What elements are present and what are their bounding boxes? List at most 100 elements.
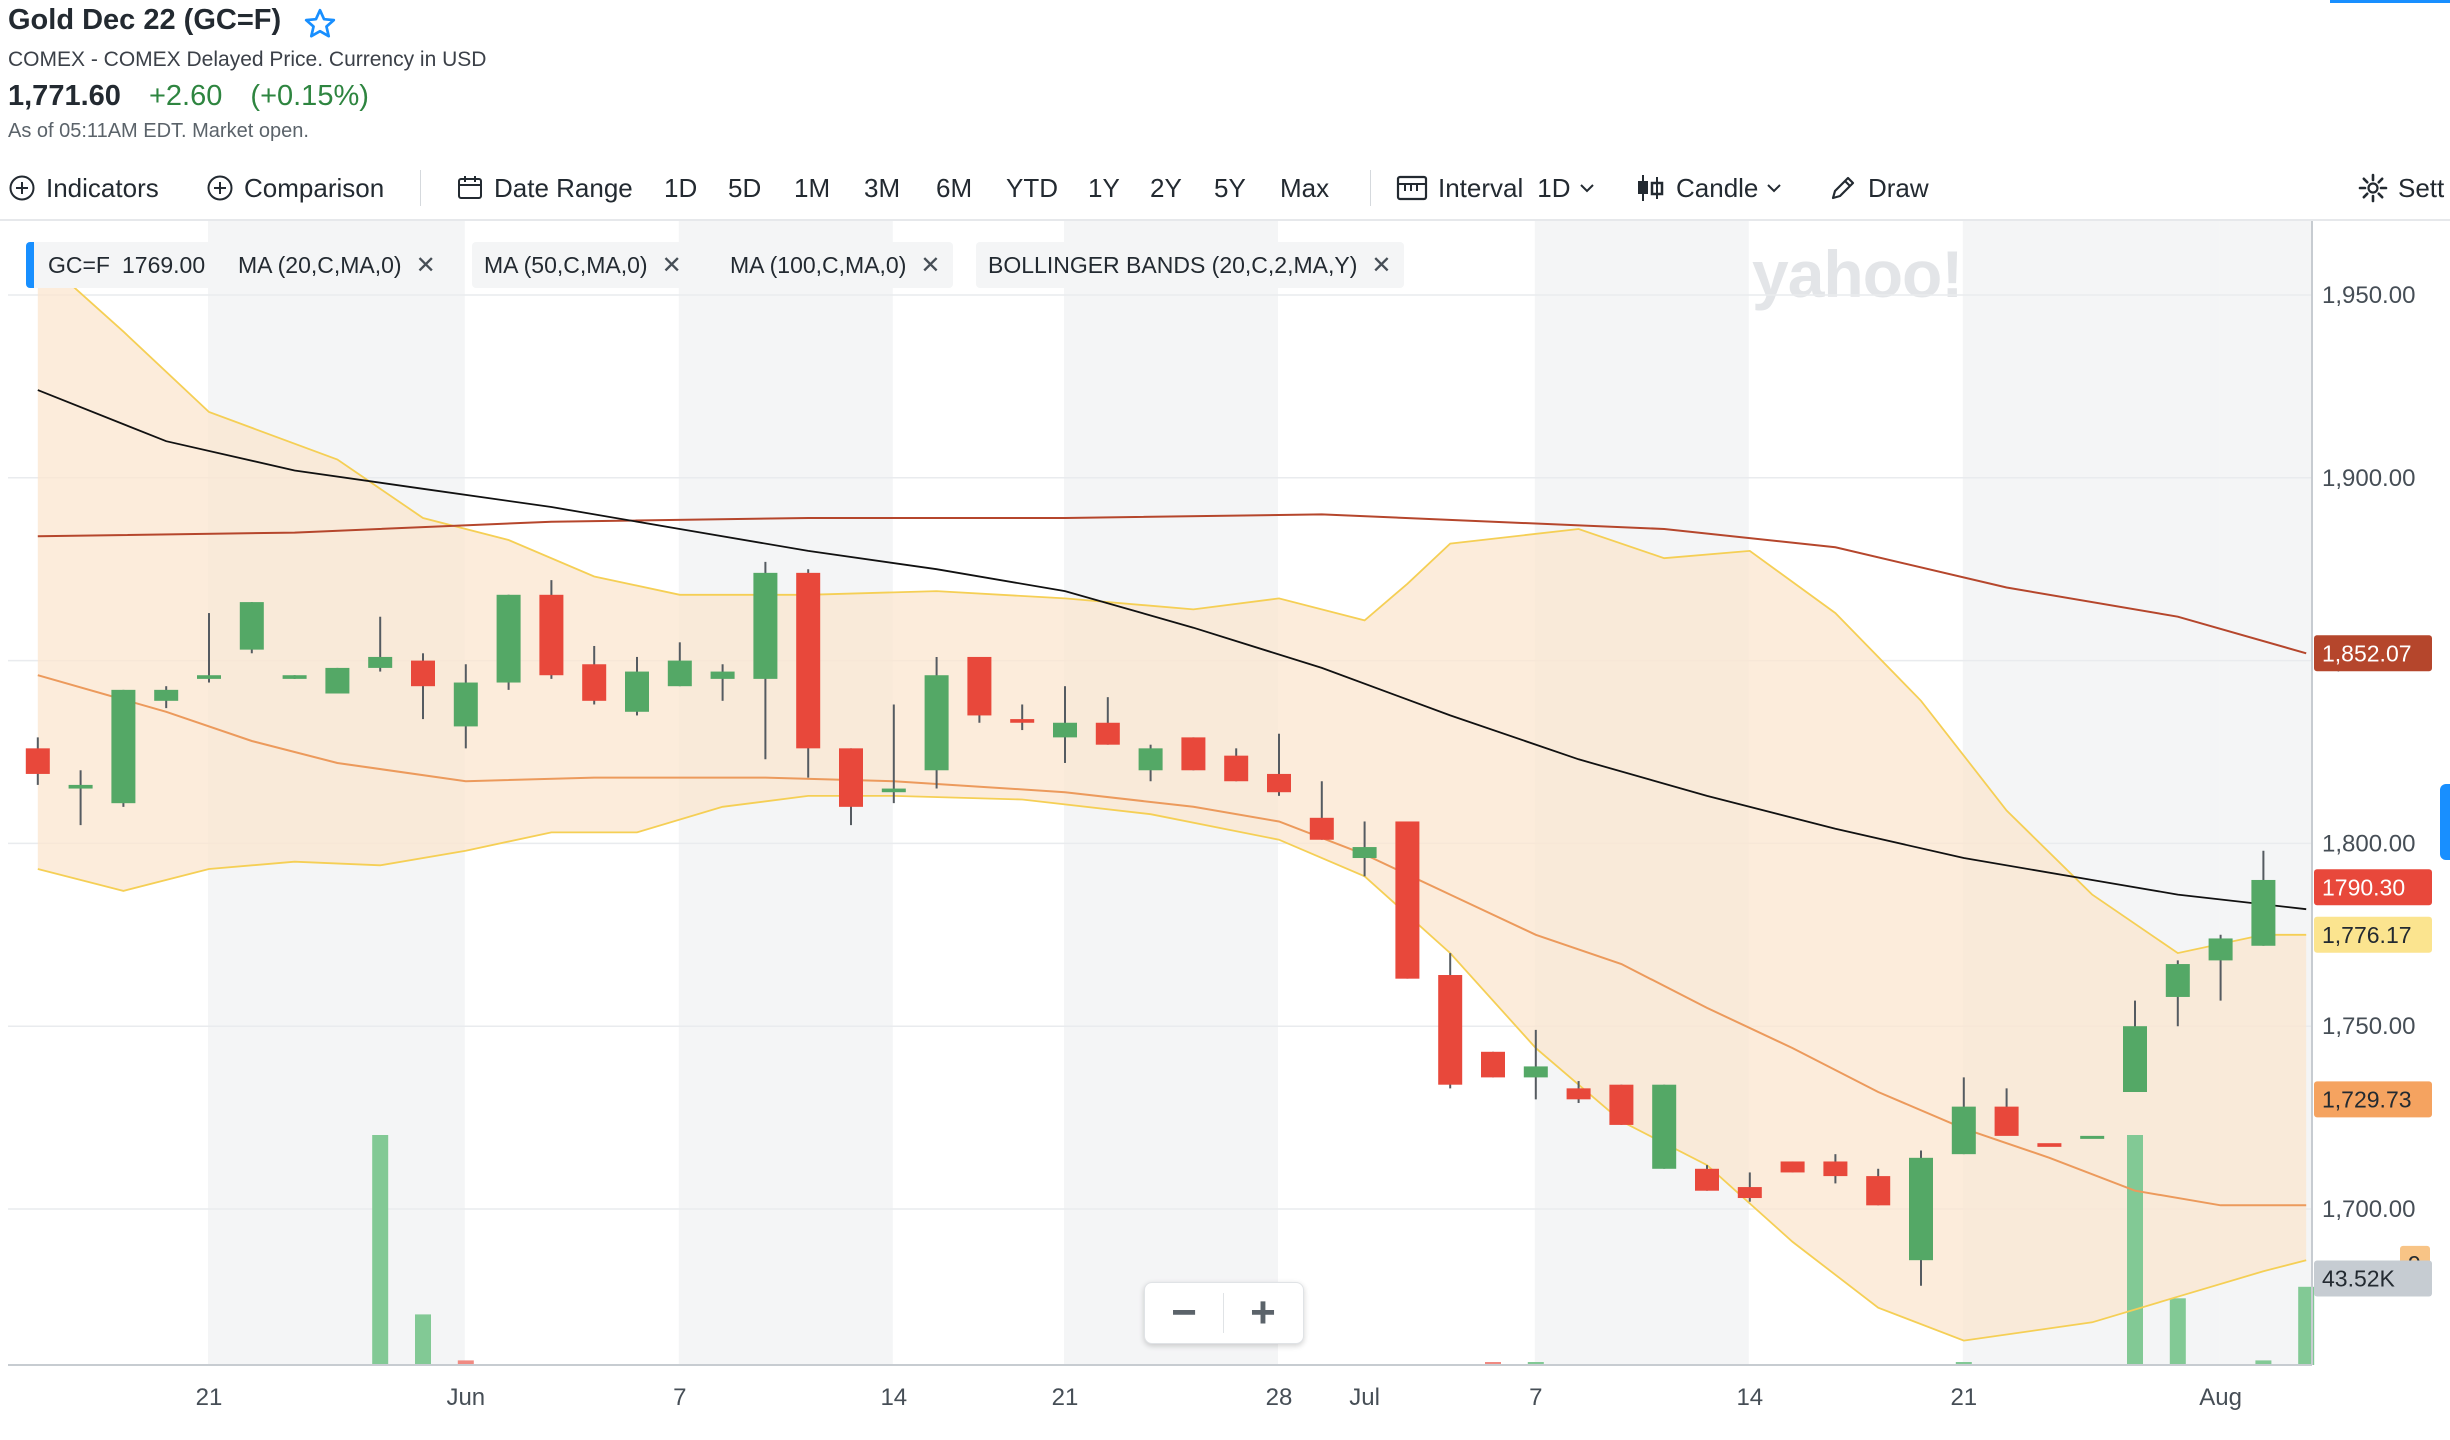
candle-body <box>1994 1106 2019 1136</box>
price-badge <box>2314 869 2432 906</box>
candle-body <box>325 667 350 694</box>
chip-ma50-label: MA (50,C,MA,0) <box>484 251 648 278</box>
candle-body <box>881 788 906 793</box>
gear-icon <box>2358 173 2388 203</box>
candle-body <box>667 660 692 687</box>
price-badge-label: 1,776.17 <box>2322 922 2412 948</box>
zoom-divider <box>1223 1293 1224 1333</box>
chart-type-dropdown[interactable]: Candle <box>1634 164 1792 212</box>
toolbar-divider-line <box>0 219 2450 221</box>
candle-body <box>2080 1135 2105 1139</box>
price-badge <box>2314 916 2432 953</box>
candle-body <box>1224 755 1249 782</box>
range-1m[interactable]: 1M <box>794 172 831 203</box>
volume-bar <box>2298 1286 2315 1365</box>
chart-toolbar: Indicators Comparison Date Range 1D 5D 1… <box>0 164 2450 212</box>
candle-body <box>839 748 863 807</box>
price-badge-label: 43.52K <box>2322 1265 2396 1291</box>
star-icon[interactable] <box>302 6 338 42</box>
candle-body <box>1951 1106 1976 1155</box>
zoom-out-button[interactable]: − <box>1171 1288 1197 1337</box>
x-tick-label: Jun <box>446 1384 485 1411</box>
axes: 1,950.001,900.001,850.001,800.001,750.00… <box>8 221 2415 1411</box>
bollinger-band-fill <box>37 254 2307 1341</box>
candle-body <box>2165 964 2190 997</box>
volume-bar <box>2127 1135 2143 1365</box>
candle-body <box>1566 1088 1591 1100</box>
x-tick-label: 21 <box>1052 1384 1079 1411</box>
range-ytd[interactable]: YTD <box>1006 172 1058 203</box>
candle-body <box>368 656 393 668</box>
ma50-line <box>37 389 2307 911</box>
range-5d[interactable]: 5D <box>728 172 762 203</box>
volume-bar <box>2169 1298 2186 1365</box>
candle-body <box>1737 1187 1762 1199</box>
settings-label: Sett <box>2398 172 2445 203</box>
calendar-icon <box>458 176 482 199</box>
price-badge-label: 1,852.07 <box>2322 640 2412 666</box>
y-tick-label: 1,900.00 <box>2322 465 2415 492</box>
zoom-in-button[interactable]: + <box>1250 1288 1276 1337</box>
candles <box>25 561 2276 1286</box>
candle-body <box>111 689 136 804</box>
chip-ma20-label: MA (20,C,MA,0) <box>238 251 402 278</box>
chip-bollinger[interactable]: BOLLINGER BANDS (20,C,2,MA,Y) ✕ <box>976 242 1404 288</box>
range-max[interactable]: Max <box>1280 172 1330 203</box>
interval-icon <box>1396 175 1428 201</box>
chevron-down-icon <box>1579 184 1594 193</box>
volume-bar <box>1955 1362 1972 1365</box>
chip-ma20[interactable]: MA (20,C,MA,0) ✕ <box>226 242 448 288</box>
range-5y[interactable]: 5Y <box>1214 172 1246 203</box>
current-price: 1,771.60 <box>8 80 121 112</box>
price-badge <box>2314 635 2432 672</box>
date-range-label: Date Range <box>494 172 633 203</box>
candle-body <box>1695 1168 1719 1191</box>
quote-title: Gold Dec 22 (GC=F) <box>8 4 282 36</box>
indicators-button[interactable]: Indicators <box>8 164 159 212</box>
zoom-control: − + <box>1144 1282 1304 1344</box>
date-range-button[interactable]: Date Range <box>456 164 633 212</box>
bollinger-fill <box>37 254 2307 1341</box>
candle-body <box>282 675 307 679</box>
indicators-label: Indicators <box>46 172 159 203</box>
y-tick-label: 1,800.00 <box>2322 830 2415 857</box>
candle-body <box>1010 719 1035 723</box>
settings-button[interactable]: Sett <box>2358 164 2444 212</box>
comparison-button[interactable]: Comparison <box>206 164 384 212</box>
candle-body <box>496 594 521 683</box>
close-icon[interactable]: ✕ <box>1371 251 1392 279</box>
candle-body <box>924 675 949 771</box>
close-icon[interactable]: ✕ <box>920 251 941 279</box>
candle-body <box>2251 879 2276 946</box>
price-chart[interactable]: 1,950.001,900.001,850.001,800.001,750.00… <box>0 221 2450 1440</box>
chip-ma100[interactable]: MA (100,C,MA,0) ✕ <box>718 242 953 288</box>
ma100-line <box>37 513 2307 655</box>
candle-body <box>1438 975 1463 1085</box>
candle-body <box>1095 722 1120 745</box>
x-tick-label: 14 <box>1736 1384 1763 1411</box>
candle-body <box>796 572 821 749</box>
candle-body <box>1609 1084 1634 1125</box>
range-2y[interactable]: 2Y <box>1150 172 1182 203</box>
price-change-percent: (+0.15%) <box>250 80 369 112</box>
close-icon[interactable]: ✕ <box>415 251 436 279</box>
chip-ma50[interactable]: MA (50,C,MA,0) ✕ <box>472 242 694 288</box>
close-icon[interactable]: ✕ <box>661 251 682 279</box>
chip-bollinger-label: BOLLINGER BANDS (20,C,2,MA,Y) <box>988 251 1358 278</box>
draw-button[interactable]: Draw <box>1828 164 1929 212</box>
range-1y[interactable]: 1Y <box>1088 172 1120 203</box>
volume-bar <box>415 1314 431 1365</box>
x-tick-label: Aug <box>2199 1384 2242 1411</box>
candle-body <box>25 748 50 774</box>
top-accent-bar <box>2330 0 2450 3</box>
chip-ticker[interactable]: GC=F 1769.00 <box>26 242 218 288</box>
side-panel-tab[interactable] <box>2440 784 2450 860</box>
range-6m[interactable]: 6M <box>936 172 973 203</box>
range-1d[interactable]: 1D <box>664 172 698 203</box>
x-tick-label: 28 <box>1266 1384 1293 1411</box>
range-3m[interactable]: 3M <box>864 172 901 203</box>
candle-body <box>2123 1026 2147 1093</box>
candle-body <box>1181 737 1206 771</box>
candle-body <box>154 689 179 701</box>
interval-dropdown[interactable]: Interval 1D <box>1396 164 1605 212</box>
